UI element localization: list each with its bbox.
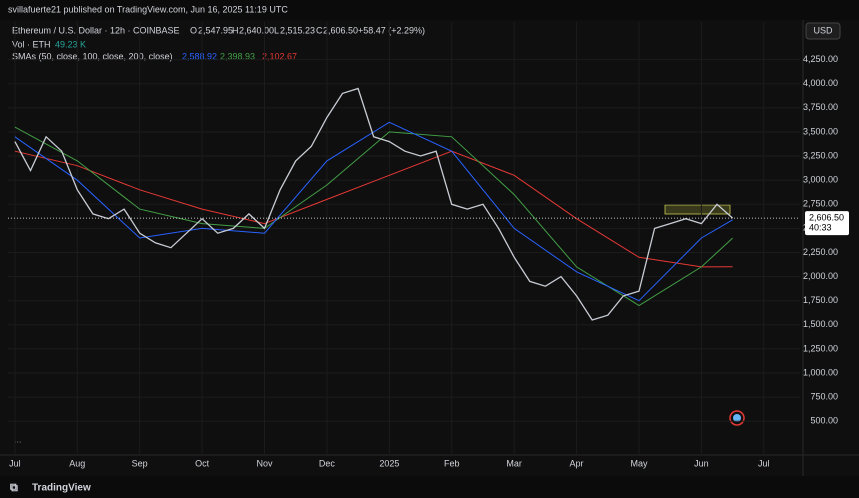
x-tick-label: Jul: [758, 458, 770, 468]
sma200: 2,102.67: [262, 51, 297, 61]
sma-label: SMAs (50, close, 100, close, 200, close): [12, 51, 173, 61]
marker: [733, 414, 741, 422]
x-tick-label: Mar: [506, 458, 522, 468]
y-tick-label: 4,000.00: [803, 78, 838, 88]
y-tick-label: 3,250.00: [803, 150, 838, 160]
y-tick-label: 1,000.00: [803, 367, 838, 377]
x-tick-label: Jul: [9, 458, 21, 468]
x-tick-label: Jun: [694, 458, 709, 468]
range-box: [664, 204, 731, 215]
y-tick-label: 4,250.00: [803, 54, 838, 64]
h-label: H: [232, 25, 239, 35]
y-tick-label: 2,750.00: [803, 199, 838, 209]
series-line: [14, 121, 733, 302]
x-tick-label: Apr: [570, 458, 584, 468]
y-tick-label: 2,000.00: [803, 271, 838, 281]
y-tick-label: 3,750.00: [803, 102, 838, 112]
y-tick-label: 500.00: [810, 416, 838, 426]
c-label: C: [316, 25, 323, 35]
last-price-tag: [805, 211, 849, 236]
logo: ⧉: [10, 482, 18, 494]
footer: TradingView: [32, 483, 91, 494]
currency[interactable]: USD: [813, 25, 833, 35]
high: 2,640.00: [239, 25, 274, 35]
vol-label: Vol · ETH: [12, 39, 51, 49]
panel: [0, 20, 859, 476]
x-tick-label: 2025: [379, 458, 399, 468]
y-tick-label: 750.00: [810, 392, 838, 402]
marker: [729, 410, 745, 426]
x-tick-label: Nov: [257, 458, 274, 468]
countdown: 40:33: [809, 222, 832, 232]
more[interactable]: ...: [14, 434, 22, 444]
x-tick-label: Aug: [69, 458, 85, 468]
low: 2,515.23: [280, 25, 315, 35]
y-tick-label: 1,750.00: [803, 295, 838, 305]
sma50: 2,588.92: [182, 51, 217, 61]
close: 2,606.50: [323, 25, 358, 35]
sma100: 2,398.93: [220, 51, 255, 61]
x-tick-label: Feb: [444, 458, 460, 468]
o-label: O: [190, 25, 197, 35]
x-tick-label: Dec: [319, 458, 336, 468]
y-tick-label: 2,250.00: [803, 247, 838, 257]
symbol: Ethereum / U.S. Dollar · 12h · COINBASE: [12, 25, 180, 35]
x-tick-label: Oct: [195, 458, 210, 468]
x-tick-label: Sep: [132, 458, 148, 468]
last-price-label: 2,606.50: [809, 212, 844, 222]
y-tick-label: 1,250.00: [803, 343, 838, 353]
vol: 49.23 K: [55, 39, 86, 49]
publisher: svillafuerte21 published on TradingView.…: [8, 4, 288, 14]
open: 2,547.95: [198, 25, 233, 35]
y-tick-label: 1,500.00: [803, 319, 838, 329]
l-label: L: [274, 25, 279, 35]
y-tick-label: 3,500.00: [803, 126, 838, 136]
series-line: [14, 150, 733, 268]
series-line: [14, 87, 734, 321]
change: +58.47 (+2.29%): [358, 25, 425, 35]
series-line: [14, 126, 733, 307]
y-tick-label: 3,000.00: [803, 175, 838, 185]
currency-box[interactable]: [805, 22, 841, 40]
x-tick-label: May: [630, 458, 648, 468]
